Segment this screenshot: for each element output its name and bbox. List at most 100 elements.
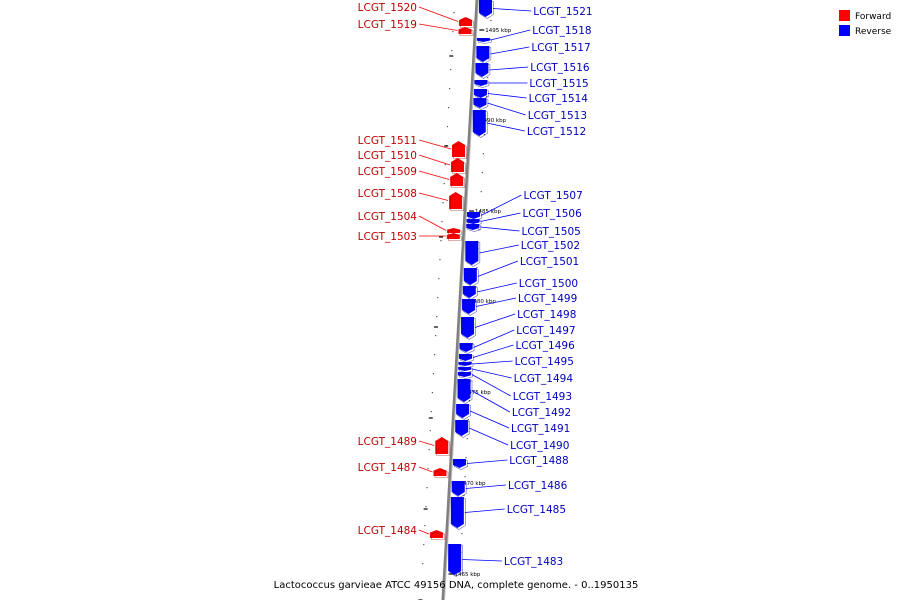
- gene-label: LCGT_1509: [358, 166, 417, 178]
- backbone-highlight: [444, 0, 479, 600]
- label-leader: [489, 66, 529, 71]
- gene-LCGT_1508: [449, 192, 464, 211]
- gene-LCGT_1503: [446, 233, 462, 241]
- grid-dot: [444, 164, 446, 166]
- legend: Forward Reverse: [839, 10, 892, 37]
- gene-label: LCGT_1513: [528, 110, 587, 122]
- gene-label: LCGT_1499: [518, 293, 577, 305]
- grid-dot: [479, 210, 481, 212]
- label-leader: [492, 8, 532, 12]
- gene-shadow: [453, 142, 467, 159]
- gene-LCGT_1517: [476, 46, 492, 64]
- gene-LCGT_1497: [459, 343, 475, 354]
- label-leader: [418, 192, 449, 201]
- gene-shape: [452, 141, 466, 157]
- gene-label: LCGT_1485: [507, 504, 566, 516]
- label-leader: [487, 102, 526, 116]
- backbone: [441, 0, 479, 600]
- legend-forward-swatch: [839, 10, 850, 21]
- label-leader: [418, 6, 459, 22]
- label-leader: [418, 154, 451, 166]
- gene-shape: [466, 212, 480, 219]
- gene-shadow: [452, 159, 466, 174]
- grid-dot: [465, 457, 467, 459]
- label-leader: [490, 29, 531, 41]
- gene-label: LCGT_1508: [358, 188, 417, 200]
- gene-shadow: [459, 363, 474, 368]
- gene-label: LCGT_1500: [519, 278, 578, 290]
- gene-label: LCGT_1487: [358, 462, 417, 474]
- gene-LCGT_1490: [455, 420, 471, 438]
- gene-shadow: [459, 28, 474, 36]
- tick-label: 1495 kbp: [485, 28, 511, 34]
- gene-shape: [451, 158, 465, 172]
- gene-shape: [475, 63, 489, 77]
- gene-shadow: [463, 300, 477, 316]
- gene-labels: LCGT_1520 LCGT_1519 LCGT_1511 LCGT_1510 LCGT…: [358, 2, 593, 568]
- legend-reverse-label: Reverse: [855, 27, 892, 37]
- label-leader: [480, 194, 522, 216]
- gene-LCGT_1489: [435, 437, 451, 456]
- gene-shadow: [436, 438, 451, 456]
- tick-label: 1490 kbp: [480, 118, 506, 124]
- label-leader: [472, 360, 513, 365]
- gene-label: LCGT_1484: [358, 525, 418, 537]
- grid-dot: [476, 267, 478, 269]
- grid-dot: [466, 438, 468, 440]
- gene-LCGT_1484: [429, 530, 445, 540]
- gene-label: LCGT_1501: [520, 256, 579, 268]
- gene-LCGT_1514: [473, 89, 489, 100]
- gene-label: LCGT_1520: [358, 2, 417, 14]
- label-leader: [474, 313, 516, 328]
- label-leader: [480, 212, 521, 222]
- gene-LCGT_1483: [448, 544, 463, 577]
- gene-shape: [461, 317, 475, 338]
- gene-shape: [448, 544, 462, 575]
- gene-LCGT_1486: [451, 481, 467, 498]
- gene-label: LCGT_1504: [358, 211, 418, 223]
- gene-label: LCGT_1488: [509, 455, 568, 467]
- gene-label: LCGT_1506: [522, 208, 582, 220]
- gene-shape: [472, 110, 486, 136]
- grid-dot: [437, 297, 439, 299]
- grid-dot: [436, 316, 438, 318]
- label-leader: [418, 23, 458, 31]
- label-leader: [418, 440, 435, 446]
- gene-LCGT_1512: [472, 110, 488, 138]
- gene-shape: [447, 228, 461, 233]
- grid-dot: [453, 12, 455, 14]
- grid-dot: [424, 525, 426, 527]
- label-leader: [475, 297, 517, 307]
- gene-LCGT_1499: [462, 299, 477, 316]
- gene-label: LCGT_1493: [513, 391, 572, 403]
- gene-shape: [463, 268, 477, 285]
- gene-shadow: [465, 269, 479, 287]
- gene-label: LCGT_1492: [512, 407, 571, 419]
- grid-dot: [447, 107, 450, 109]
- gene-label: LCGT_1495: [515, 356, 574, 368]
- gene-shape: [450, 497, 464, 528]
- legend-forward-label: Forward: [855, 12, 891, 22]
- gene-shadow: [476, 64, 491, 79]
- gene-shape: [474, 80, 488, 86]
- grid-dot: [428, 449, 430, 451]
- grid-dot: [483, 134, 486, 136]
- gene-label: LCGT_1510: [358, 150, 417, 162]
- grid-dot: [438, 278, 440, 280]
- grid-dot: [468, 400, 470, 402]
- gene-LCGT_1491: [456, 404, 471, 420]
- grid-dot: [481, 172, 483, 174]
- gene-shadow: [466, 242, 481, 267]
- gene-LCGT_1501: [463, 268, 479, 287]
- gene-LCGT_1504: [447, 228, 462, 235]
- label-leader: [480, 226, 520, 232]
- gene-shape: [462, 286, 476, 298]
- gene-LCGT_1495: [458, 362, 474, 368]
- gene-LCGT_1487: [433, 468, 449, 478]
- gene-label: LCGT_1514: [529, 93, 589, 105]
- gene-LCGT_1488: [452, 459, 468, 470]
- tick-label: 1465 kbp: [454, 572, 480, 578]
- label-leader: [473, 329, 515, 348]
- gene-label: LCGT_1512: [527, 126, 586, 138]
